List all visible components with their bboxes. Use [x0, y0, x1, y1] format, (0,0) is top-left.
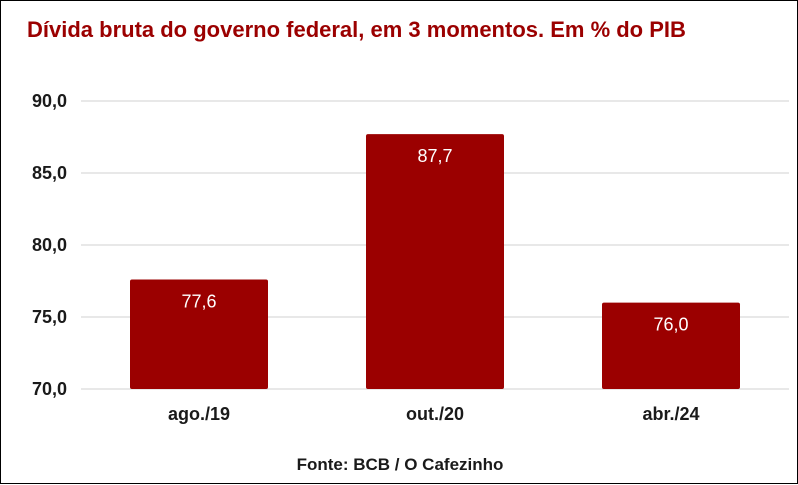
y-tick-label: 75,0 [32, 307, 67, 327]
data-label: 87,7 [417, 146, 452, 166]
y-tick-label: 85,0 [32, 163, 67, 183]
source-note: Fonte: BCB / O Cafezinho [296, 455, 504, 474]
y-tick-label: 80,0 [32, 235, 67, 255]
x-category-label: ago./19 [168, 404, 230, 424]
bars [130, 134, 740, 389]
bar [130, 279, 268, 389]
data-label: 76,0 [653, 315, 688, 335]
data-labels: 77,6 87,7 76,0 [181, 146, 688, 334]
data-label: 77,6 [181, 292, 216, 312]
bar [366, 134, 504, 389]
bar [602, 302, 740, 389]
y-tick-label: 70,0 [32, 379, 67, 399]
x-category-label: abr./24 [642, 404, 699, 424]
y-axis-ticks: 70,0 75,0 80,0 85,0 90,0 [32, 91, 67, 399]
x-category-label: out./20 [406, 404, 464, 424]
chart-title: Dívida bruta do governo federal, em 3 mo… [27, 17, 686, 42]
y-tick-label: 90,0 [32, 91, 67, 111]
x-axis-categories: ago./19 out./20 abr./24 [168, 404, 700, 424]
